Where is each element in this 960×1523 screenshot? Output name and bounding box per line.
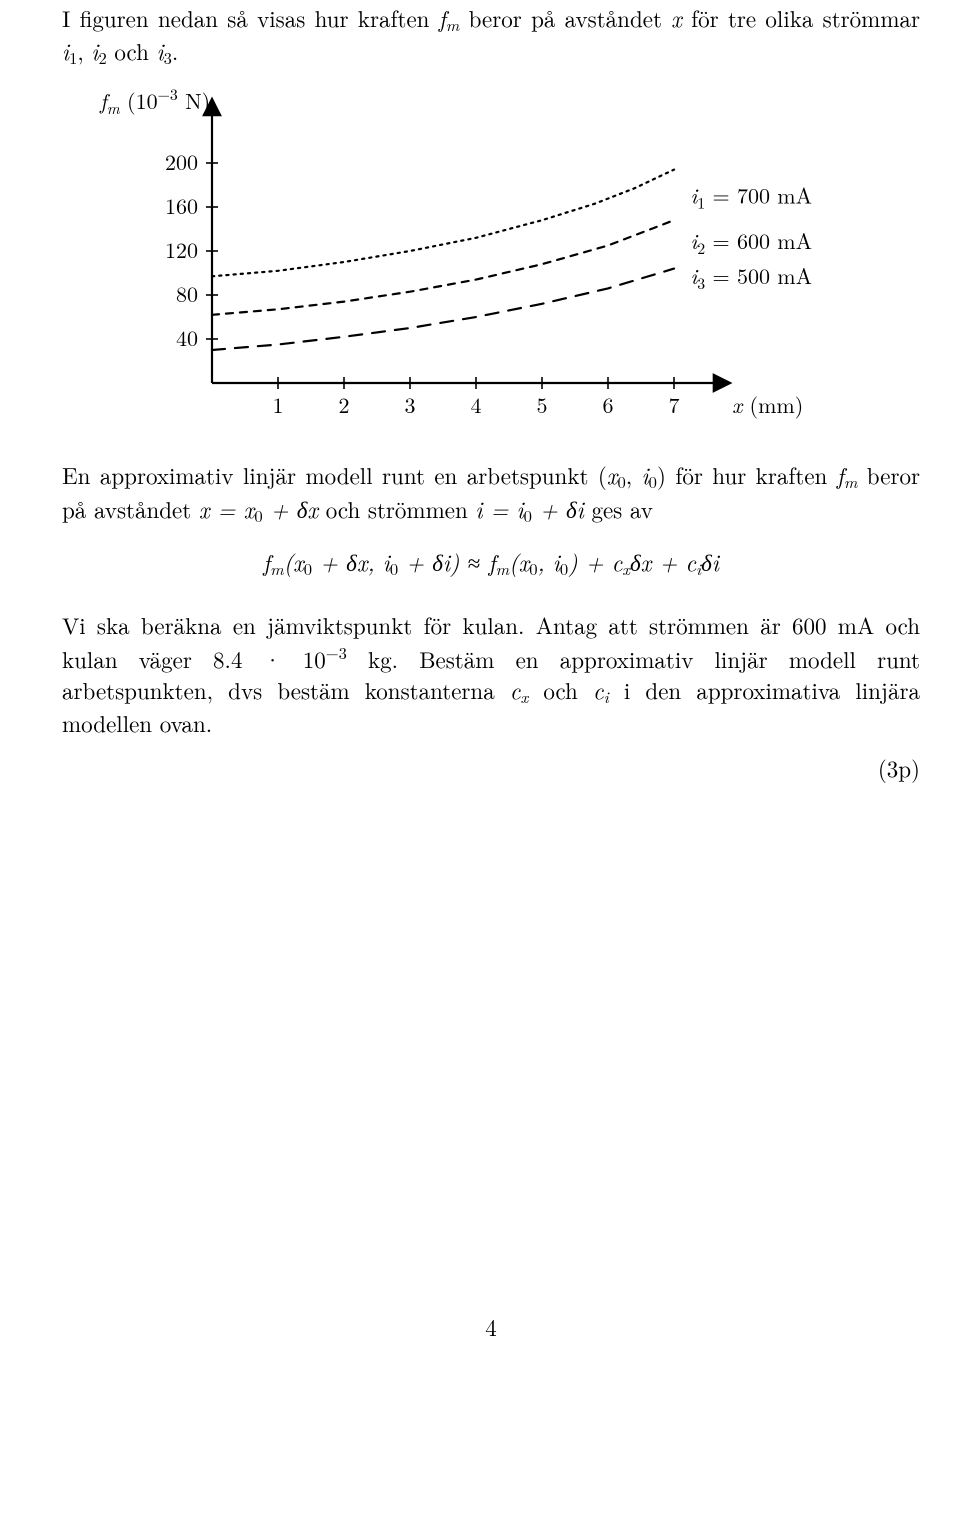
sym-m: m (446, 12, 460, 36)
eq: m (270, 556, 284, 580)
current-value: 600 (792, 608, 827, 641)
sym-i-eq: i = i (475, 492, 523, 525)
text: beror på avståndet (459, 1, 671, 34)
text: . (172, 34, 178, 67)
svg-text:fm (10−3 N): fm (10−3 N) (99, 83, 210, 119)
text: En approximativ linjär modell runt en ar… (62, 458, 598, 491)
svg-text:160: 160 (165, 190, 198, 221)
sub-1: 1 (69, 46, 77, 70)
sym-x: x (607, 458, 618, 491)
points-label: (3p) (62, 752, 920, 783)
text: för hur kraften (666, 458, 837, 491)
sym-x: x (671, 1, 682, 34)
sym-f: f (837, 458, 844, 491)
sym-i: i (62, 34, 69, 67)
svg-text:5: 5 (536, 389, 547, 420)
eq: + δi) (398, 545, 468, 578)
mass-coeff: 8.4 (213, 642, 242, 675)
chart-svg: fm (10−3 N) 40 80 120 160 200 1 2 3 4 5 6 7 x (mm) i1 … (82, 83, 882, 433)
eq: x (622, 556, 630, 580)
svg-text:80: 80 (176, 278, 198, 309)
eq-approx: ≈ (468, 545, 481, 578)
sym-x-eq: x = x (199, 492, 254, 525)
eq: , i (538, 545, 560, 578)
intro-paragraph: I figuren nedan så visas hur kraften fm … (62, 2, 920, 69)
eq: 0 (529, 556, 537, 580)
svg-text:7: 7 (668, 389, 679, 420)
eq: + δx, i (312, 545, 390, 578)
eq: δx + c (630, 545, 696, 578)
sub-2: 2 (98, 46, 106, 70)
svg-text:40: 40 (176, 322, 198, 353)
sym-i: i (642, 458, 649, 491)
eq: m (496, 556, 510, 580)
sub-0: 0 (617, 469, 625, 493)
svg-text:1: 1 (272, 389, 283, 420)
eq: δi (701, 545, 719, 578)
svg-text:200: 200 (165, 146, 198, 177)
sub-3: 3 (164, 46, 172, 70)
text: och strömmen (318, 492, 475, 525)
svg-text:i3 = 500 mA: i3 = 500 mA (691, 260, 813, 294)
svg-text:2: 2 (338, 389, 349, 420)
sym-f: f (439, 1, 446, 34)
text: och (107, 34, 157, 67)
sym-c: c (593, 673, 604, 706)
text: för tre olika strömmar (682, 1, 920, 34)
sub-0: 0 (524, 503, 532, 527)
svg-text:i2 = 600 mA: i2 = 600 mA (691, 225, 813, 259)
linear-model-equation: fm(x0 + δx, i0 + δi) ≈ fm(x0, i0) + cxδx… (62, 546, 920, 579)
eq: 0 (560, 556, 568, 580)
sym-c: c (510, 673, 521, 706)
dot: · (242, 642, 302, 675)
force-vs-distance-chart: fm (10−3 N) 40 80 120 160 200 1 2 3 4 5 6 7 x (mm) i1 … (82, 83, 920, 439)
sym-plus-di: + δi (532, 492, 584, 525)
page-number: 4 (62, 1311, 920, 1342)
task-paragraph: Vi ska beräkna en jämviktspunkt för kula… (62, 609, 920, 738)
svg-text:4: 4 (470, 389, 481, 420)
eq: f (480, 545, 495, 578)
sub-0: 0 (254, 503, 262, 527)
eq: 0 (304, 556, 312, 580)
sub-0: 0 (649, 469, 657, 493)
text: Vi ska beräkna en jämviktspunkt för kula… (62, 608, 792, 641)
text: I figuren nedan så visas hur kraften (62, 1, 439, 34)
ten: 10 (303, 642, 326, 675)
svg-text:i1 = 700 mA: i1 = 700 mA (691, 180, 813, 214)
eq: (x (284, 545, 304, 578)
svg-text:6: 6 (602, 389, 613, 420)
svg-text:120: 120 (165, 234, 198, 265)
svg-text:x (mm): x (mm) (732, 389, 803, 420)
text: ges av (584, 492, 653, 525)
eq: 0 (390, 556, 398, 580)
sym-m: m (844, 469, 858, 493)
mass-exp: −3 (326, 640, 347, 664)
sym-i: i (157, 34, 164, 67)
eq: (x (509, 545, 529, 578)
text: och (528, 673, 593, 706)
eq: ) + c (568, 545, 622, 578)
svg-text:3: 3 (404, 389, 415, 420)
model-paragraph: En approximativ linjär modell runt en ar… (62, 459, 920, 526)
sym-plus-dx: + δx (263, 492, 318, 525)
